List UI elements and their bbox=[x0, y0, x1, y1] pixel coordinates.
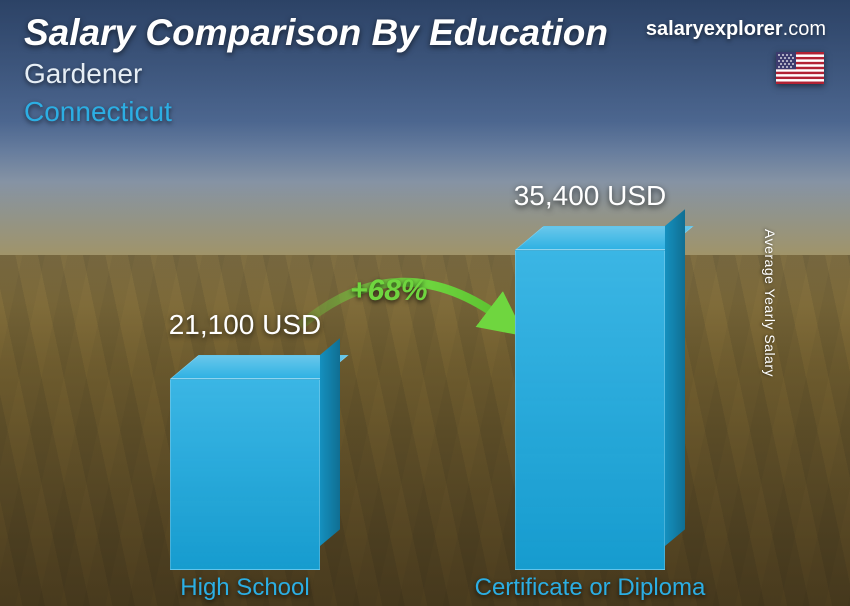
bar-category-label: Certificate or Diploma bbox=[430, 574, 750, 602]
bar-side-face bbox=[320, 338, 340, 546]
chart-subtitle-location: Connecticut bbox=[24, 96, 172, 128]
bar-value-label: 21,100 USD bbox=[115, 309, 375, 341]
bar-value-label: 35,400 USD bbox=[460, 180, 720, 212]
delta-arrow-icon bbox=[0, 126, 850, 606]
bar-group: 21,100 USD bbox=[155, 379, 335, 570]
bar-front-face bbox=[170, 379, 320, 570]
bar-side-face bbox=[665, 209, 685, 546]
bar-group: 35,400 USD bbox=[500, 250, 680, 570]
bar-category-label: High School bbox=[85, 574, 405, 602]
chart-title: Salary Comparison By Education bbox=[24, 12, 608, 54]
brand-logo-text: salaryexplorer.com bbox=[646, 18, 826, 41]
bar-chart: +68% 21,100 USD High School 35,400 USD Cert… bbox=[0, 126, 850, 606]
brand-name: salaryexplorer bbox=[646, 18, 783, 40]
bar bbox=[515, 250, 665, 570]
bar-front-face bbox=[515, 250, 665, 570]
brand-tld: .com bbox=[783, 18, 826, 40]
bar bbox=[170, 379, 320, 570]
country-flag-icon bbox=[776, 52, 824, 84]
chart-subtitle-occupation: Gardener bbox=[24, 58, 142, 90]
percent-increase-label: +68% bbox=[350, 274, 428, 308]
